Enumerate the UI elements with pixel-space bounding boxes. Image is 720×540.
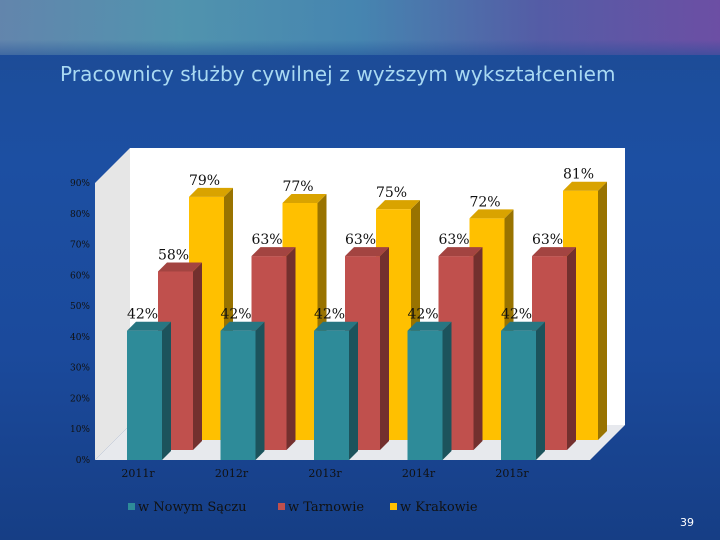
y-tick-label: 60% [70,271,90,281]
page-number: 39 [680,516,694,529]
data-labels: 79% 58% 42% 77% 63% 42% 75% 63% 42% 72% 63% 42% 81% 6… [127,167,594,323]
bar-side [442,321,452,460]
chart-legend: w Nowym Sączu w Tarnowie w Krakowie [128,500,478,515]
bar-top [251,247,296,257]
data-label: 72% [469,194,500,210]
y-tick-label: 0% [76,456,91,466]
bar-side [255,321,265,460]
bar-side [349,321,358,460]
data-label: 63% [251,232,282,248]
y-tick-label: 80% [70,210,90,220]
legend-swatch [390,503,397,510]
bar-top [282,194,327,204]
bar-top [345,247,389,257]
data-label: 75% [376,185,407,201]
bar-side [193,262,202,450]
data-label: 79% [189,173,220,189]
data-label: 58% [158,247,189,263]
bar-side [598,181,607,440]
data-label: 77% [282,179,313,195]
data-label: 42% [407,307,438,323]
bar-side [380,247,389,450]
bar-top [501,321,545,331]
y-tick-label: 30% [70,364,90,374]
legend-swatch [278,503,285,510]
y-tick-label: 10% [70,425,90,435]
legend-label: w Nowym Sączu [138,500,247,515]
bar-top [158,262,202,272]
bar-top [189,187,233,197]
data-label: 42% [127,307,158,323]
y-tick-label: 50% [70,302,90,312]
bar-top [127,321,171,331]
bar [407,330,443,460]
data-label: 42% [220,307,251,323]
bar [314,330,349,460]
bar [220,330,256,460]
bar-side [162,321,171,460]
data-label: 81% [563,167,594,183]
y-tick-label: 40% [70,333,90,343]
y-axis-tick-labels: 0% 10% 20% 30% 40% 50% 60% 70% 80% 90% [70,179,90,466]
bar-side [536,321,545,460]
bar [501,330,536,460]
legend-swatch [128,503,135,510]
y-tick-label: 70% [70,241,90,251]
x-tick-label: 2012r [215,467,249,480]
slide-title: Pracownicy służby cywilnej z wyższym wyk… [60,62,616,86]
bar-side [286,247,296,450]
bar-top [563,181,607,191]
bar [127,330,162,460]
data-label: 63% [532,232,563,248]
x-tick-label: 2015r [495,467,529,480]
bar-top [469,209,514,219]
bar-top [376,200,420,210]
data-label: 42% [314,307,345,323]
bar-side [567,247,576,450]
bar-top [532,247,576,257]
data-label: 63% [345,232,376,248]
x-axis-tick-labels: 2011r 2012r 2013r 2014r 2015r [121,467,529,480]
x-tick-label: 2013r [308,467,342,480]
bar-top [407,321,452,331]
y-tick-label: 20% [70,394,90,404]
chart-side-wall [95,148,130,460]
bar-side [473,247,483,450]
legend-label: w Tarnowie [288,500,364,515]
header-decoration-fade [0,40,720,70]
x-tick-label: 2011r [121,467,155,480]
bar-top [438,247,483,257]
x-tick-label: 2014r [402,467,436,480]
data-label: 42% [501,307,532,323]
bar-top [220,321,265,331]
legend-label: w Krakowie [400,500,478,515]
y-tick-label: 90% [70,179,90,189]
chart-bars [127,181,607,460]
data-label: 63% [438,232,469,248]
bar-top [314,321,358,331]
